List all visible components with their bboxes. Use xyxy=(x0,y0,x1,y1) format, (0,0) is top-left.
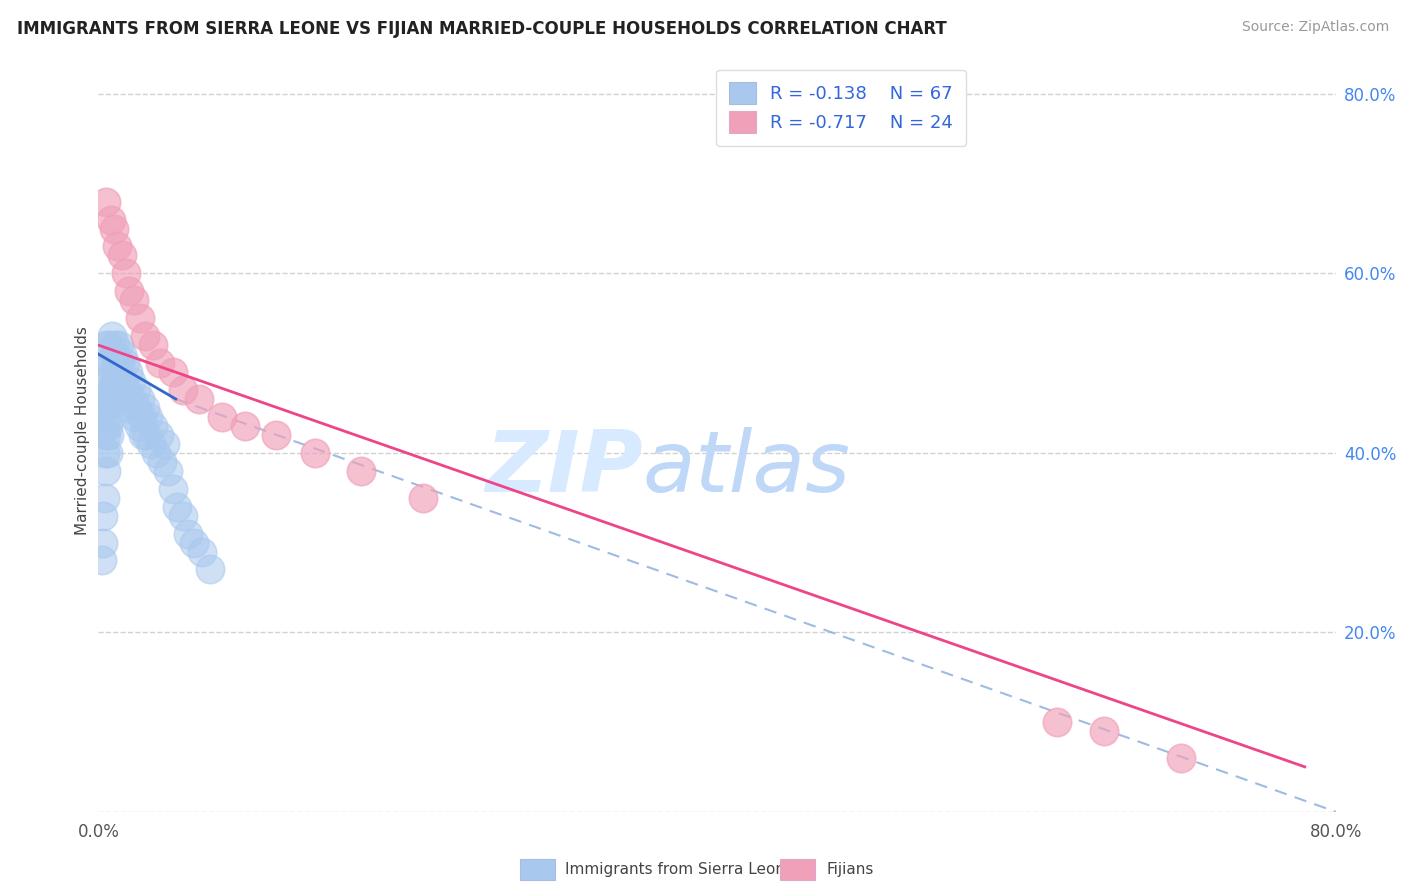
Point xyxy=(96,401,118,415)
Point xyxy=(141,418,165,433)
Y-axis label: Married-couple Households: Married-couple Households xyxy=(75,326,90,535)
Point xyxy=(107,338,129,352)
Point xyxy=(105,239,128,253)
Point xyxy=(148,428,170,442)
Point xyxy=(91,401,114,415)
Point xyxy=(188,392,211,406)
Point xyxy=(136,409,159,424)
Point xyxy=(96,428,118,442)
Point xyxy=(111,347,132,361)
Point xyxy=(115,266,138,280)
Point xyxy=(129,311,152,326)
Point xyxy=(183,535,205,549)
Point xyxy=(97,356,120,370)
Point xyxy=(120,374,142,388)
Point xyxy=(111,383,132,397)
Point xyxy=(350,464,373,478)
Point xyxy=(111,248,132,262)
Text: Immigrants from Sierra Leone: Immigrants from Sierra Leone xyxy=(565,863,794,877)
Point xyxy=(103,383,125,397)
Point xyxy=(412,491,434,505)
Point xyxy=(101,365,124,379)
Point xyxy=(103,347,125,361)
Point xyxy=(98,428,121,442)
Point xyxy=(105,392,128,406)
Point xyxy=(177,526,200,541)
Point xyxy=(114,356,136,370)
Text: ZIP: ZIP xyxy=(485,427,643,510)
Text: Source: ZipAtlas.com: Source: ZipAtlas.com xyxy=(1241,20,1389,34)
Point xyxy=(1046,714,1069,729)
Text: atlas: atlas xyxy=(643,427,851,510)
Point xyxy=(100,356,122,370)
Point xyxy=(100,383,122,397)
Point xyxy=(97,418,120,433)
Point xyxy=(91,535,114,549)
Point xyxy=(122,409,145,424)
Point xyxy=(101,392,124,406)
Point xyxy=(98,338,121,352)
Point xyxy=(134,401,156,415)
Point xyxy=(157,464,180,478)
Point xyxy=(304,446,326,460)
Point xyxy=(145,446,167,460)
Point xyxy=(96,338,118,352)
Text: Fijians: Fijians xyxy=(827,863,875,877)
Point xyxy=(118,401,141,415)
Point xyxy=(105,356,128,370)
Point xyxy=(132,428,155,442)
Point xyxy=(211,409,233,424)
Point xyxy=(118,285,141,299)
Point xyxy=(172,508,194,523)
Point xyxy=(141,338,165,352)
Point xyxy=(93,446,115,460)
Point xyxy=(100,409,122,424)
Point xyxy=(90,553,112,567)
Text: IMMIGRANTS FROM SIERRA LEONE VS FIJIAN MARRIED-COUPLE HOUSEHOLDS CORRELATION CHA: IMMIGRANTS FROM SIERRA LEONE VS FIJIAN M… xyxy=(17,20,946,37)
Point xyxy=(129,392,152,406)
Point xyxy=(103,221,125,235)
Point xyxy=(162,482,184,496)
Point xyxy=(233,418,257,433)
Point xyxy=(198,562,221,576)
Point xyxy=(104,338,127,352)
Point xyxy=(150,455,173,469)
Point xyxy=(134,329,156,343)
Point xyxy=(101,329,124,343)
Point xyxy=(139,437,162,451)
Point xyxy=(122,293,145,308)
Point xyxy=(100,212,122,227)
Point xyxy=(127,401,149,415)
Point xyxy=(121,392,143,406)
Point xyxy=(96,464,118,478)
Point xyxy=(124,383,146,397)
Point xyxy=(115,383,138,397)
Point xyxy=(108,356,131,370)
Point xyxy=(149,356,172,370)
Point xyxy=(172,383,194,397)
Legend: R = -0.138    N = 67, R = -0.717    N = 24: R = -0.138 N = 67, R = -0.717 N = 24 xyxy=(716,70,966,146)
Point xyxy=(112,374,135,388)
Point xyxy=(97,383,120,397)
Point xyxy=(153,437,176,451)
Point xyxy=(128,418,150,433)
Point xyxy=(91,508,114,523)
Point xyxy=(1092,723,1115,738)
Point xyxy=(107,374,129,388)
Point xyxy=(135,428,157,442)
Point xyxy=(166,500,188,514)
Point xyxy=(93,491,115,505)
Point xyxy=(93,418,115,433)
Point xyxy=(162,365,184,379)
Point xyxy=(131,409,153,424)
Point xyxy=(96,374,118,388)
Point xyxy=(97,446,120,460)
Point xyxy=(264,428,288,442)
Point xyxy=(191,544,214,558)
Point xyxy=(98,392,121,406)
Point xyxy=(1170,751,1192,765)
Point xyxy=(117,365,139,379)
Point xyxy=(104,374,127,388)
Point xyxy=(96,194,118,209)
